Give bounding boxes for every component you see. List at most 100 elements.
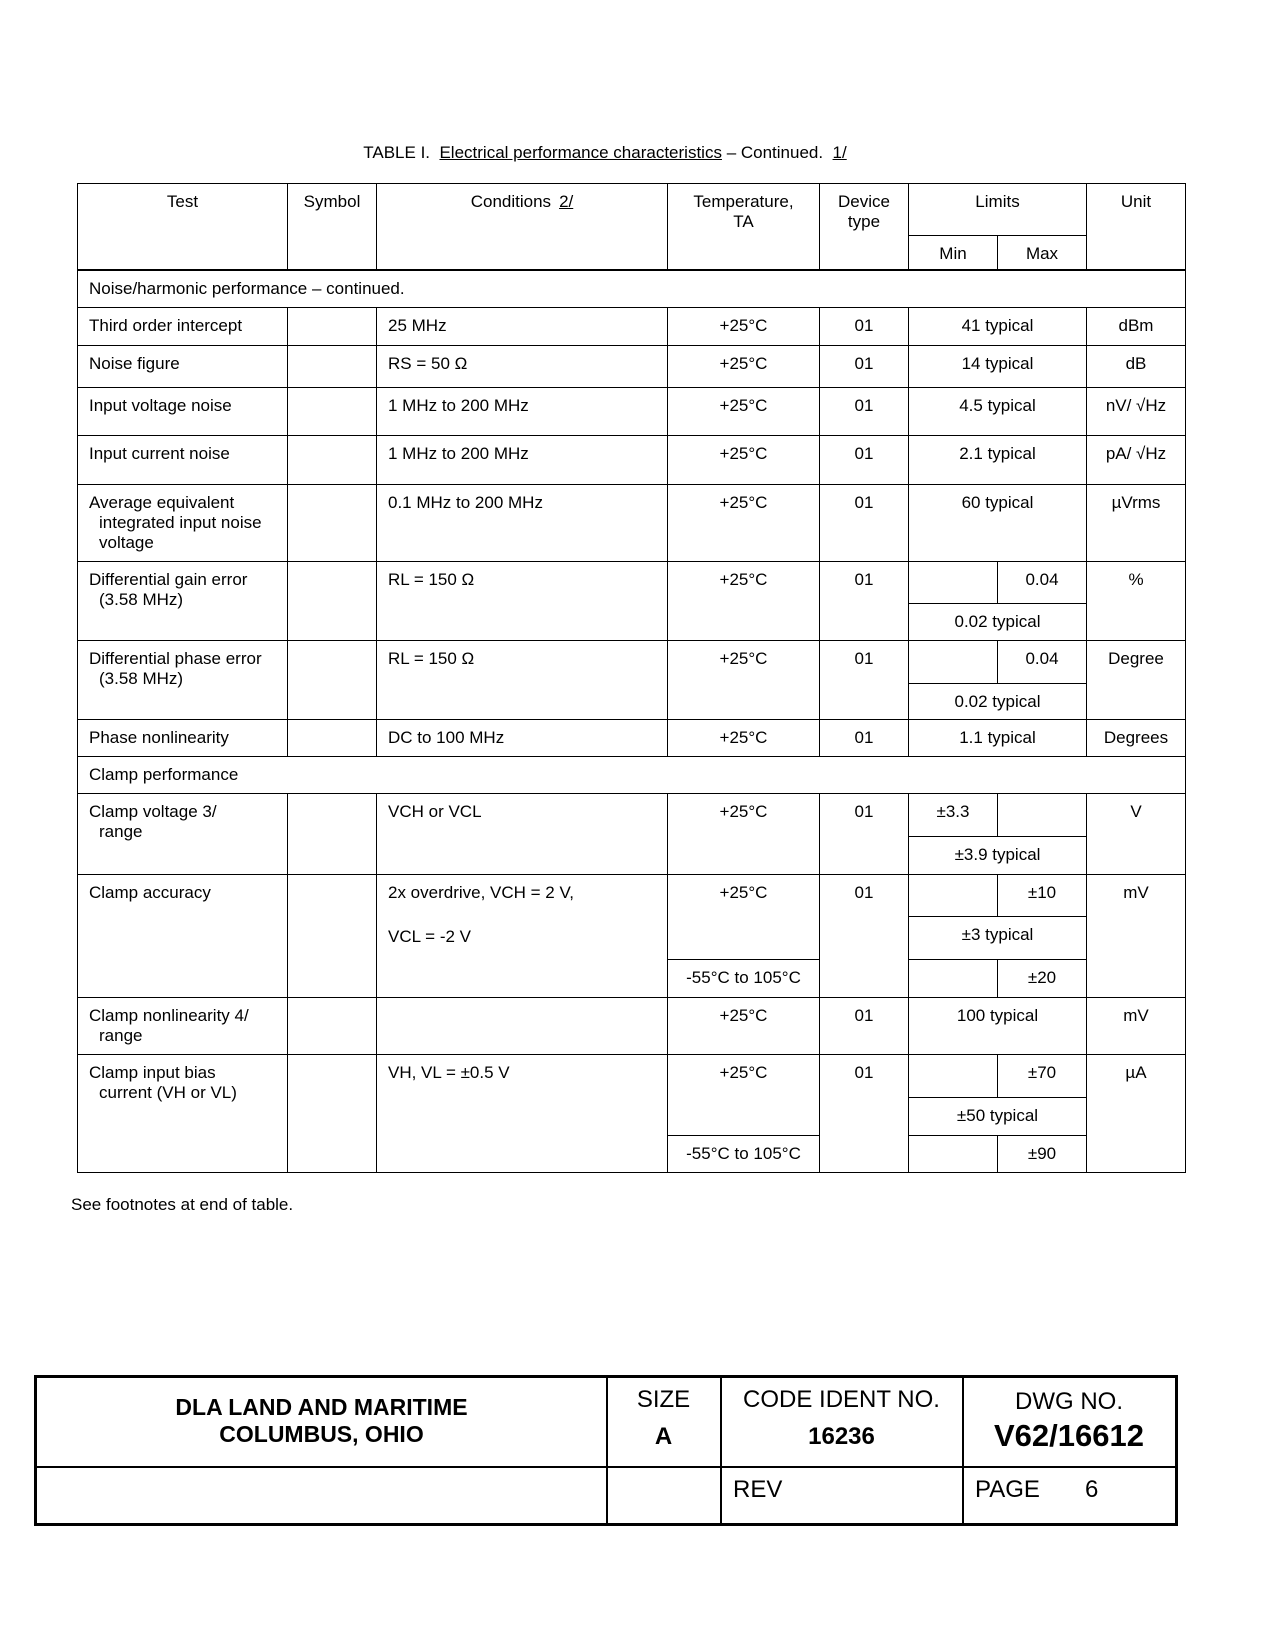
- header-unit-text: Unit: [1120, 192, 1152, 211]
- temperature: +25°C: [668, 562, 820, 641]
- limit-min: [909, 875, 998, 917]
- conditions-text: 0.1 MHz to 200 MHz: [388, 493, 543, 512]
- unit-text: mV: [1123, 883, 1149, 902]
- unit: nV/ √Hz: [1087, 388, 1186, 436]
- test-name: Differential gain error (3.58 MHz): [78, 562, 288, 641]
- code-ident-value: 16236: [808, 1423, 875, 1450]
- symbol: [288, 436, 377, 485]
- test-name-text: Differential phase error: [89, 649, 262, 668]
- header-test: Test: [78, 184, 288, 271]
- org-name: DLA LAND AND MARITIME: [175, 1394, 468, 1420]
- test-name-text: (3.58 MHz): [99, 669, 184, 688]
- unit-text: %: [1128, 570, 1144, 589]
- limit-typical-text: 2.1 typical: [959, 444, 1036, 463]
- conditions-text: VH, VL = ±0.5 V: [388, 1063, 510, 1082]
- temperature: +25°C: [668, 794, 820, 875]
- device-type: 01: [820, 485, 909, 562]
- symbol: [288, 562, 377, 641]
- temperature: -55°C to 105°C: [668, 1136, 820, 1173]
- device-type-text: 01: [854, 1063, 874, 1082]
- limit-typical: ±50 typical: [909, 1098, 1087, 1136]
- test-name-text: Third order intercept: [89, 316, 243, 335]
- limit-max-text: ±90: [1027, 1144, 1057, 1163]
- conditions-text: 1 MHz to 200 MHz: [388, 396, 529, 415]
- test-name-text: (3.58 MHz): [99, 590, 184, 609]
- test-name: Clamp accuracy: [78, 875, 288, 998]
- limit-min: [909, 562, 998, 604]
- temperature: +25°C: [668, 998, 820, 1055]
- test-name: Clamp input bias current (VH or VL): [78, 1055, 288, 1173]
- conditions: 25 MHz: [377, 308, 668, 346]
- unit: mV: [1087, 998, 1186, 1055]
- temperature: +25°C: [668, 388, 820, 436]
- title-prefix: TABLE I.: [363, 143, 431, 162]
- temperature-text: -55°C to 105°C: [686, 1144, 801, 1163]
- electrical-characteristics-table: Test Symbol Conditions 2/Temperature, TA Devi…: [77, 183, 1186, 1173]
- code-ident-label: CODE IDENT NO.: [743, 1386, 940, 1413]
- unit-text: nV/ √Hz: [1105, 396, 1167, 415]
- test-name: Clamp nonlinearity 4/range: [78, 998, 288, 1055]
- header-symbol: Symbol: [288, 184, 377, 271]
- test-name: Average equivalent integrated input noise…: [78, 485, 288, 562]
- temperature-text: +25°C: [719, 493, 768, 512]
- conditions: RL = 150 Ω: [377, 641, 668, 720]
- temperature: +25°C: [668, 485, 820, 562]
- symbol: [288, 794, 377, 875]
- limit-typical-text: 4.5 typical: [959, 396, 1036, 415]
- organization: DLA LAND AND MARITIME COLUMBUS, OHIO: [37, 1394, 606, 1448]
- temperature: +25°C: [668, 346, 820, 388]
- temperature: +25°C: [668, 875, 820, 960]
- test-name-text: range: [99, 1026, 143, 1045]
- device-type: 01: [820, 875, 909, 998]
- limit-typical-text: ±3 typical: [961, 925, 1034, 944]
- limit-typical-text: 14 typical: [961, 354, 1034, 373]
- temperature-text: +25°C: [719, 802, 768, 821]
- device-type-text: 01: [854, 354, 874, 373]
- header-conditions: Conditions 2/: [377, 184, 668, 271]
- temperature-text: +25°C: [719, 570, 768, 589]
- device-type: 01: [820, 641, 909, 720]
- title-suffix: – Continued.: [726, 143, 824, 162]
- limit-typical-text: 60 typical: [961, 493, 1034, 512]
- device-type-text: 01: [854, 396, 874, 415]
- device-type: 01: [820, 794, 909, 875]
- device-type-text: 01: [854, 1006, 874, 1025]
- symbol: [288, 485, 377, 562]
- test-name-text: Input voltage noise: [89, 396, 232, 415]
- limit-max: [998, 794, 1087, 837]
- limit-typical-text: 1.1 typical: [959, 728, 1036, 747]
- unit: µVrms: [1087, 485, 1186, 562]
- unit: dBm: [1087, 308, 1186, 346]
- conditions-text: DC to 100 MHz: [388, 728, 505, 747]
- temperature: +25°C: [668, 720, 820, 757]
- conditions: 1 MHz to 200 MHz: [377, 388, 668, 436]
- header-conditions-text: 2/: [559, 192, 574, 211]
- drawing-title-block: DLA LAND AND MARITIME COLUMBUS, OHIO SIZ…: [34, 1375, 1178, 1526]
- header-limits-text: Limits: [975, 192, 1020, 211]
- unit: V: [1087, 794, 1186, 875]
- temperature: +25°C: [668, 1055, 820, 1136]
- unit-text: mV: [1123, 1006, 1149, 1025]
- temperature: +25°C: [668, 436, 820, 485]
- unit-text: Degree: [1108, 649, 1164, 668]
- limit-typical-text: 0.02 typical: [954, 692, 1041, 711]
- header-max: Max: [998, 236, 1087, 271]
- limit-typical-text: 100 typical: [956, 1006, 1039, 1025]
- page-label: PAGE: [975, 1476, 1040, 1503]
- device-type-text: 01: [854, 728, 874, 747]
- limit-typical: 0.02 typical: [909, 684, 1087, 720]
- limit-min-text: ±3.3: [936, 802, 970, 821]
- limit-max: ±20: [998, 960, 1087, 998]
- temperature: +25°C: [668, 308, 820, 346]
- header-limits: Limits: [909, 184, 1087, 236]
- conditions-text: 1 MHz to 200 MHz: [388, 444, 529, 463]
- size-value: A: [654, 1423, 673, 1450]
- header-min-text: Min: [939, 244, 967, 263]
- device-type: 01: [820, 1055, 909, 1173]
- header-device-type-text: Device type: [838, 192, 890, 231]
- device-type-text: 01: [854, 802, 874, 821]
- dwg-no-label: DWG NO.: [1015, 1388, 1123, 1415]
- org-location: COLUMBUS, OHIO: [219, 1421, 424, 1447]
- test-name-text: Average equivalent: [89, 493, 235, 512]
- conditions: RS = 50 Ω: [377, 346, 668, 388]
